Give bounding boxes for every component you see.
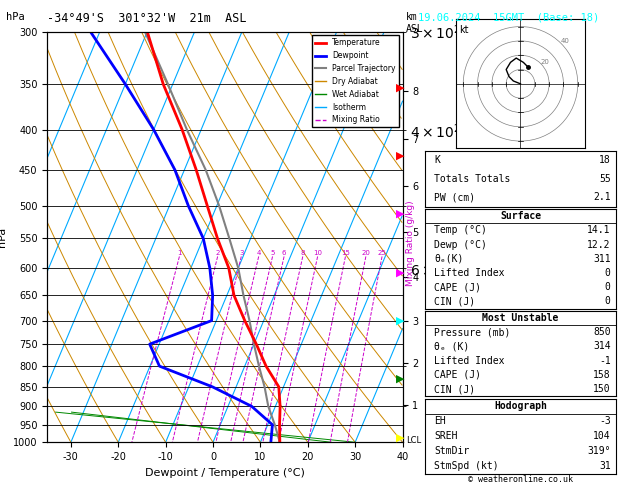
Text: Hodograph: Hodograph	[494, 401, 547, 411]
Text: hPa: hPa	[6, 12, 25, 22]
X-axis label: Dewpoint / Temperature (°C): Dewpoint / Temperature (°C)	[145, 468, 305, 478]
Text: 150: 150	[593, 384, 611, 394]
Text: Lifted Index: Lifted Index	[434, 356, 504, 365]
Text: 18: 18	[599, 155, 611, 165]
Text: 104: 104	[593, 431, 611, 441]
Text: 25: 25	[377, 250, 386, 257]
Text: SREH: SREH	[434, 431, 458, 441]
Text: Pressure (mb): Pressure (mb)	[434, 327, 511, 337]
Text: 311: 311	[593, 254, 611, 264]
Text: 0: 0	[605, 296, 611, 307]
Text: Surface: Surface	[500, 211, 541, 221]
Text: Totals Totals: Totals Totals	[434, 174, 511, 184]
Text: 40: 40	[561, 38, 570, 44]
Text: 19.06.2024  15GMT  (Base: 18): 19.06.2024 15GMT (Base: 18)	[418, 12, 599, 22]
Text: ▶: ▶	[396, 151, 405, 160]
Text: 158: 158	[593, 370, 611, 380]
Text: -3: -3	[599, 416, 611, 426]
Text: 6: 6	[282, 250, 286, 257]
Text: 31: 31	[599, 461, 611, 471]
Text: 14.1: 14.1	[587, 226, 611, 235]
Text: 8: 8	[301, 250, 305, 257]
Text: 319°: 319°	[587, 446, 611, 456]
Text: ▶: ▶	[396, 374, 405, 384]
Text: Temp (°C): Temp (°C)	[434, 226, 487, 235]
Text: 1: 1	[177, 250, 182, 257]
Text: CIN (J): CIN (J)	[434, 384, 476, 394]
Text: -34°49'S  301°32'W  21m  ASL: -34°49'S 301°32'W 21m ASL	[47, 12, 247, 25]
Text: 4: 4	[257, 250, 261, 257]
Text: 12.2: 12.2	[587, 240, 611, 250]
Text: ▶: ▶	[396, 267, 405, 277]
Text: km
ASL: km ASL	[406, 12, 423, 34]
Text: 0: 0	[605, 268, 611, 278]
Text: 850: 850	[593, 327, 611, 337]
Text: ▶: ▶	[396, 209, 405, 219]
Text: 314: 314	[593, 342, 611, 351]
Text: 5: 5	[270, 250, 275, 257]
Text: 20: 20	[362, 250, 370, 257]
Text: ▶: ▶	[396, 316, 405, 326]
Text: LCL: LCL	[406, 436, 421, 445]
Text: Most Unstable: Most Unstable	[482, 313, 559, 323]
Text: StmSpd (kt): StmSpd (kt)	[434, 461, 499, 471]
Text: EH: EH	[434, 416, 446, 426]
Text: 2.1: 2.1	[593, 192, 611, 202]
Text: 10: 10	[313, 250, 322, 257]
Text: Lifted Index: Lifted Index	[434, 268, 504, 278]
Y-axis label: hPa: hPa	[0, 227, 8, 247]
Text: -1: -1	[599, 356, 611, 365]
Text: StmDir: StmDir	[434, 446, 469, 456]
Text: © weatheronline.co.uk: © weatheronline.co.uk	[469, 474, 573, 484]
Text: 55: 55	[599, 174, 611, 184]
Text: Dewp (°C): Dewp (°C)	[434, 240, 487, 250]
Legend: Temperature, Dewpoint, Parcel Trajectory, Dry Adiabat, Wet Adiabat, Isotherm, Mi: Temperature, Dewpoint, Parcel Trajectory…	[311, 35, 399, 127]
Text: ▶: ▶	[396, 83, 405, 92]
Text: 2: 2	[216, 250, 220, 257]
Text: 3: 3	[239, 250, 243, 257]
Text: CAPE (J): CAPE (J)	[434, 282, 481, 292]
Text: θₑ (K): θₑ (K)	[434, 342, 469, 351]
Text: 20: 20	[541, 59, 550, 65]
Text: CIN (J): CIN (J)	[434, 296, 476, 307]
Text: 15: 15	[341, 250, 350, 257]
Text: Mixing Ratio (g/kg): Mixing Ratio (g/kg)	[406, 200, 415, 286]
Text: CAPE (J): CAPE (J)	[434, 370, 481, 380]
Text: PW (cm): PW (cm)	[434, 192, 476, 202]
Text: K: K	[434, 155, 440, 165]
Text: θₑ(K): θₑ(K)	[434, 254, 464, 264]
Text: kt: kt	[459, 25, 469, 35]
Text: 0: 0	[605, 282, 611, 292]
Text: ▶: ▶	[396, 433, 405, 442]
